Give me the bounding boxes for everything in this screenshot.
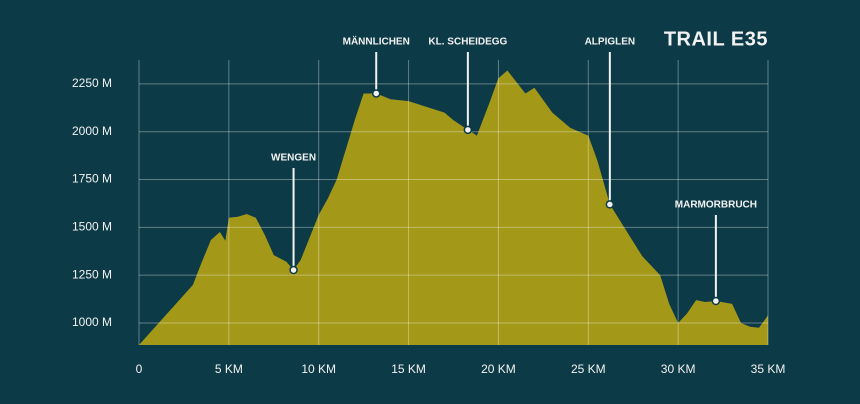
- y-tick-label: 1250 M: [72, 267, 112, 281]
- marker-point: [289, 265, 298, 275]
- y-tick-label: 1750 M: [72, 172, 112, 186]
- x-tick-label: 30 KM: [661, 362, 696, 376]
- marker-point: [605, 200, 615, 209]
- y-tick-label: 2000 M: [72, 124, 112, 138]
- x-tick-label: 10 KM: [301, 362, 336, 376]
- marker-label: MÄNNLICHEN: [343, 35, 410, 48]
- x-tick-label: 25 KM: [571, 362, 606, 376]
- y-tick-label: 1500 M: [72, 220, 112, 234]
- x-tick-label: 15 KM: [391, 362, 426, 376]
- marker-point: [463, 125, 473, 135]
- x-tick-label: 20 KM: [481, 362, 516, 376]
- elevation-area: [139, 70, 768, 345]
- x-tick-label: 0: [136, 362, 143, 376]
- marker-label: MARMORBRUCH: [675, 200, 757, 211]
- marker-point: [711, 296, 721, 306]
- y-tick-label: 2250 M: [72, 76, 112, 90]
- marker-label: KL. SCHEIDEGG: [428, 37, 507, 48]
- y-tick-label: 1000 M: [72, 315, 112, 329]
- x-tick-label: 5 KM: [215, 362, 243, 376]
- marker-label: ALPIGLEN: [585, 37, 636, 48]
- chart-title: TRAIL E35: [664, 28, 768, 50]
- x-tick-label: 35 KM: [751, 362, 786, 376]
- marker-point: [371, 89, 381, 98]
- marker-label: WENGEN: [271, 153, 316, 164]
